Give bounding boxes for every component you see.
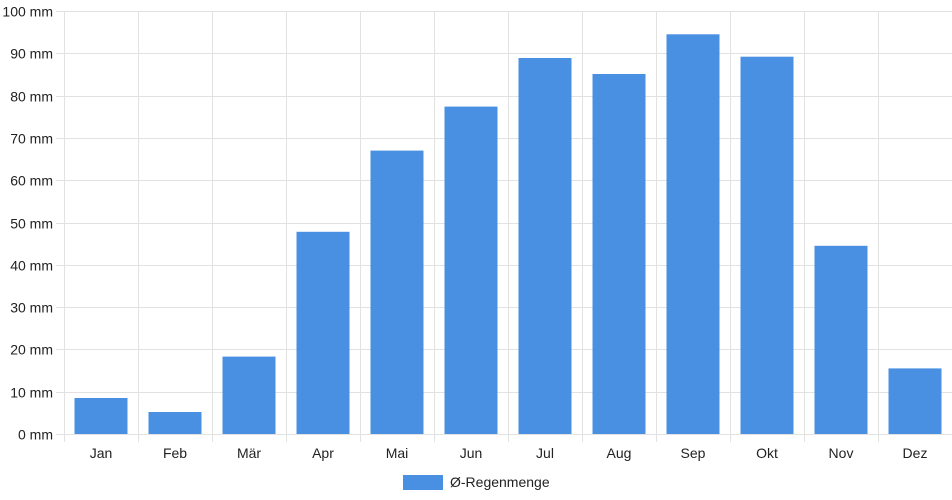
bar-mär[interactable] [222,356,276,434]
x-tick-label: Nov [829,445,854,461]
y-tick-label: 100 mm [2,4,53,20]
grid [56,11,952,442]
legend[interactable]: Ø-Regenmenge [403,474,550,490]
x-tick-label: Jun [460,445,483,461]
legend-label: Ø-Regenmenge [450,474,550,490]
x-tick-label: Sep [681,445,706,461]
bar-aug[interactable] [592,74,646,434]
y-tick-label: 90 mm [10,46,53,62]
y-tick-label: 10 mm [10,385,53,401]
y-tick-label: 20 mm [10,342,53,358]
y-axis-ticks: 0 mm 10 mm 20 mm 30 mm 40 mm 50 mm 60 mm 70 mm 8… [2,4,53,443]
y-tick-label: 50 mm [10,216,53,232]
bars [74,34,942,435]
x-tick-label: Dez [903,445,928,461]
bar-mai[interactable] [370,150,424,434]
bar-jul[interactable] [518,58,572,434]
bar-apr[interactable] [296,231,350,434]
x-tick-label: Feb [163,445,187,461]
bar-nov[interactable] [814,245,868,434]
y-tick-label: 70 mm [10,131,53,147]
bar-feb[interactable] [148,412,202,434]
y-tick-label: 30 mm [10,300,53,316]
x-tick-label: Okt [756,445,778,461]
legend-swatch [403,475,443,490]
y-tick-label: 0 mm [18,427,53,443]
x-tick-label: Jul [536,445,554,461]
x-tick-label: Mai [386,445,409,461]
x-tick-label: Jan [90,445,113,461]
y-tick-label: 60 mm [10,173,53,189]
bar-jun[interactable] [444,106,498,434]
y-tick-label: 40 mm [10,258,53,274]
x-tick-label: Apr [312,445,334,461]
bar-sep[interactable] [666,34,720,435]
bar-okt[interactable] [740,56,794,434]
x-axis-ticks: Jan Feb Mär Apr Mai Jun Jul Aug Sep Okt Nov Dez [90,445,928,461]
x-tick-label: Mär [237,445,261,461]
bar-dez[interactable] [888,368,942,434]
bar-jan[interactable] [74,398,128,434]
x-tick-label: Aug [607,445,632,461]
y-tick-label: 80 mm [10,89,53,105]
